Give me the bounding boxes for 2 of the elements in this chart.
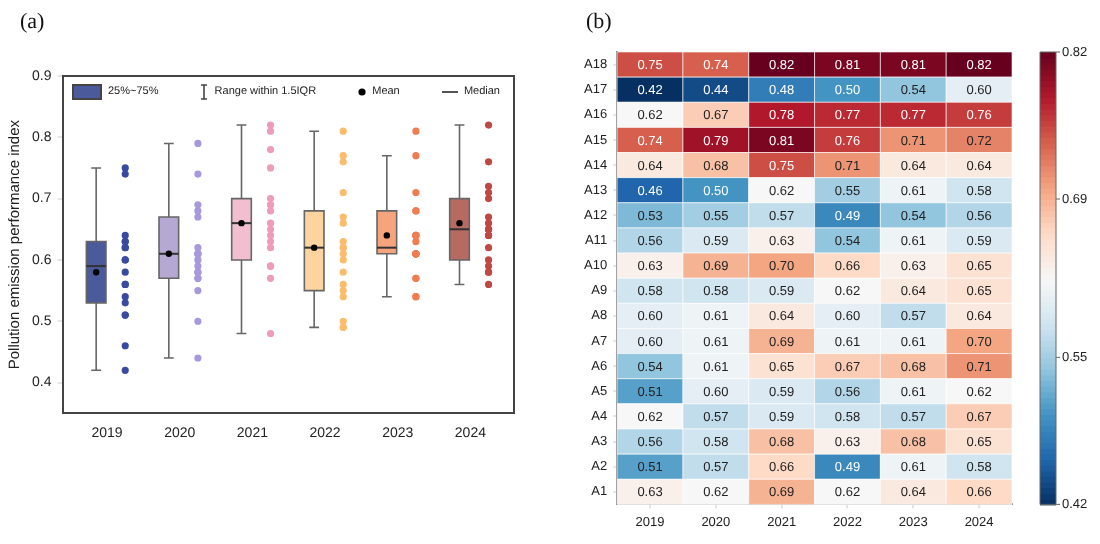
chart-title: (b) — [586, 10, 612, 34]
chart-title: (a) — [20, 10, 45, 34]
